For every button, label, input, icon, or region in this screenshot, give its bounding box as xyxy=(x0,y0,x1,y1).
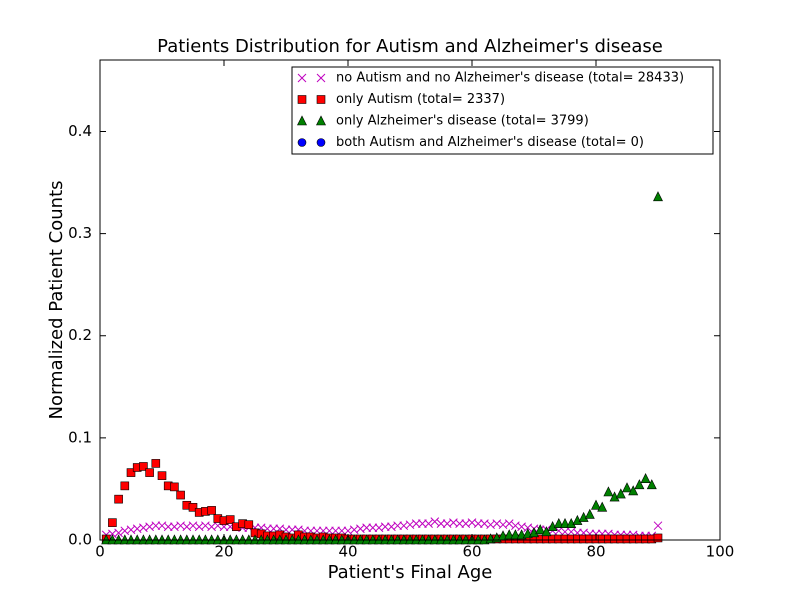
point xyxy=(560,517,570,528)
legend-label: both Autism and Alzheimer's disease (tot… xyxy=(336,135,644,150)
point xyxy=(157,471,167,480)
point xyxy=(653,191,663,202)
point xyxy=(584,508,595,519)
point xyxy=(597,501,608,512)
point xyxy=(225,515,235,524)
legend-box xyxy=(291,66,714,155)
point xyxy=(418,519,427,529)
point xyxy=(591,499,601,510)
point xyxy=(151,459,161,468)
point xyxy=(139,462,148,471)
legend-marker xyxy=(297,95,307,104)
point xyxy=(126,468,136,477)
point xyxy=(541,526,552,537)
point xyxy=(634,479,645,490)
point xyxy=(603,486,614,497)
legend-marker xyxy=(297,115,307,126)
point xyxy=(504,529,515,540)
point xyxy=(120,481,130,491)
legend-label: no Autism and no Alzheimer's disease (to… xyxy=(336,71,684,86)
y-tick-label: 0.2 xyxy=(68,326,92,344)
legend-marker xyxy=(297,73,307,83)
legend-marker xyxy=(316,115,326,126)
point xyxy=(170,482,179,492)
x-tick-label: 100 xyxy=(706,543,735,561)
point xyxy=(380,522,390,532)
y-tick-label: 0.0 xyxy=(68,531,92,549)
point xyxy=(553,517,564,528)
point xyxy=(640,473,651,484)
point xyxy=(244,520,254,529)
point xyxy=(653,533,663,543)
legend-marker xyxy=(316,138,326,147)
point xyxy=(622,482,632,493)
point xyxy=(510,529,521,540)
point xyxy=(362,523,371,533)
point xyxy=(368,523,378,533)
chart-title: Patients Distribution for Autism and Alz… xyxy=(157,36,663,57)
point xyxy=(331,526,340,536)
x-axis-label: Patient's Final Age xyxy=(328,562,493,583)
point xyxy=(473,519,483,529)
x-tick-label: 0 xyxy=(95,543,105,561)
point xyxy=(424,519,433,529)
axes-frame xyxy=(99,59,721,541)
point xyxy=(436,519,446,529)
y-tick-label: 0.1 xyxy=(68,428,92,446)
y-axis-label: Normalized Patient Counts xyxy=(46,180,67,419)
x-tick-label: 60 xyxy=(462,543,481,561)
point xyxy=(646,479,657,490)
point xyxy=(207,506,216,515)
point xyxy=(455,519,464,529)
point xyxy=(653,521,663,531)
legend-marker xyxy=(316,73,326,83)
point xyxy=(163,522,173,532)
point xyxy=(176,490,185,500)
legend-marker xyxy=(297,138,307,147)
point xyxy=(114,528,123,538)
y-tick-label: 0.3 xyxy=(68,224,92,242)
legend-label: only Autism (total= 2337) xyxy=(336,92,505,107)
point xyxy=(188,503,198,512)
point xyxy=(615,488,626,499)
point xyxy=(535,524,546,535)
legend-label: only Alzheimer's disease (total= 3799) xyxy=(336,114,589,129)
point xyxy=(114,494,123,504)
point xyxy=(628,485,639,496)
point xyxy=(151,521,161,531)
point xyxy=(393,521,402,531)
x-tick-label: 40 xyxy=(338,543,357,561)
legend-marker xyxy=(316,95,326,104)
point xyxy=(337,526,347,536)
x-tick-label: 80 xyxy=(586,543,605,561)
point xyxy=(108,518,117,527)
point xyxy=(145,468,154,477)
point xyxy=(504,519,514,529)
point xyxy=(560,527,570,537)
x-tick-label: 20 xyxy=(214,543,233,561)
point xyxy=(430,517,440,526)
y-tick-label: 0.4 xyxy=(68,122,92,140)
point xyxy=(411,519,421,529)
